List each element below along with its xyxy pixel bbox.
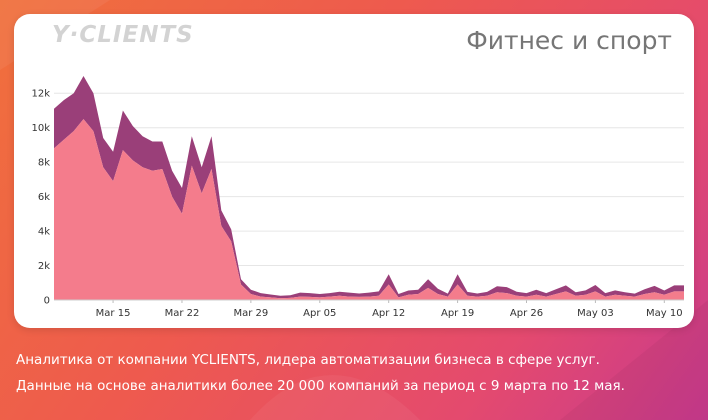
x-tick-label: May 03 xyxy=(577,308,614,319)
footer-text-line-1: Аналитика от компании YCLIENTS, лидера а… xyxy=(16,352,600,368)
series-2-area xyxy=(54,76,684,299)
y-tick-label: 12k xyxy=(31,89,50,100)
x-tick-label: Mar 15 xyxy=(96,308,131,319)
y-tick-label: 8k xyxy=(38,158,50,169)
footer-text-line-2: Данные на основе аналитики более 20 000 … xyxy=(16,378,625,394)
x-tick-label: Apr 19 xyxy=(441,308,474,319)
x-tick-label: Mar 22 xyxy=(165,308,200,319)
y-tick-label: 0 xyxy=(44,296,50,307)
x-tick-label: Apr 26 xyxy=(510,308,543,319)
y-tick-label: 2k xyxy=(38,261,50,272)
chart-card: Y·CLIENTS Фитнес и спорт 0 2k 4k 6k 8k 10k 12k… xyxy=(14,14,694,328)
x-tick-label: Mar 29 xyxy=(233,308,268,319)
y-tick-label: 4k xyxy=(38,227,50,238)
x-tick-label: Apr 05 xyxy=(303,308,336,319)
series-1-area xyxy=(54,119,684,300)
card-title: Фитнес и спорт xyxy=(466,26,672,55)
y-tick-label: 10k xyxy=(31,123,50,134)
y-tick-label: 6k xyxy=(38,192,50,203)
x-tick-label: Apr 12 xyxy=(372,308,405,319)
x-tick-label: May 10 xyxy=(646,308,683,319)
stacked-area-chart: 0 2k 4k 6k 8k 10k 12k Mar 15 Mar 22 Mar 29 Apr 05 A… xyxy=(31,76,684,319)
yclients-logo: Y·CLIENTS xyxy=(52,22,194,48)
